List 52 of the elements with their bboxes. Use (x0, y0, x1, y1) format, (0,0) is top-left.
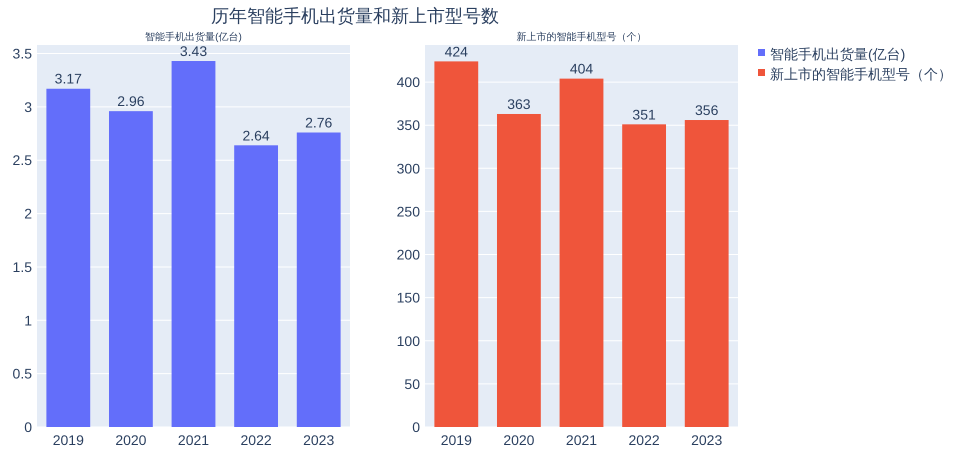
data-label: 3.17 (54, 70, 82, 87)
y-tick-label: 1 (24, 312, 32, 328)
y-tick-label: 2.5 (12, 152, 32, 168)
y-tick-label: 100 (396, 332, 420, 349)
data-label: 3.43 (180, 43, 208, 60)
bar (234, 145, 278, 427)
data-label: 424 (444, 43, 468, 60)
data-label: 356 (695, 102, 719, 118)
x-tick-label: 2023 (691, 432, 722, 448)
chart-title: 历年智能手机出货量和新上市型号数 (211, 6, 499, 26)
bar (496, 114, 541, 427)
y-tick-label: 250 (396, 203, 420, 220)
x-tick-label: 2021 (566, 432, 598, 448)
y-tick-label: 0 (24, 419, 32, 435)
y-tick-label: 400 (396, 74, 420, 90)
x-tick-label: 2023 (303, 432, 334, 448)
y-tick-label: 200 (396, 246, 420, 263)
bar (622, 124, 666, 427)
data-label: 2.64 (242, 127, 270, 144)
bar (560, 78, 604, 427)
y-tick-label: 2 (24, 206, 32, 222)
chart-subtitle: 新上市的智能手机型号（个） (516, 31, 646, 43)
y-tick-label: 300 (396, 160, 420, 176)
x-tick-label: 2022 (628, 432, 660, 448)
bar (46, 88, 90, 427)
y-tick-label: 350 (396, 117, 420, 134)
data-label: 2.96 (117, 93, 145, 110)
bar (108, 111, 153, 427)
x-tick-label: 2021 (178, 432, 210, 448)
bar (434, 61, 478, 427)
y-tick-label: 50 (404, 376, 420, 392)
data-label: 351 (632, 106, 656, 122)
chart-subtitle: 智能手机出货量(亿台) (145, 31, 242, 43)
y-tick-label: 3 (24, 98, 32, 115)
y-tick-label: 1.5 (12, 258, 32, 275)
legend-label: 智能手机出货量(亿台) (770, 46, 906, 62)
x-tick-label: 2020 (115, 432, 147, 448)
bar (296, 132, 341, 427)
data-label: 2.76 (305, 114, 333, 130)
y-tick-label: 0.5 (12, 366, 32, 382)
x-tick-label: 2019 (52, 432, 84, 448)
legend-label: 新上市的智能手机型号（个） (770, 66, 952, 82)
data-label: 404 (570, 60, 594, 77)
y-tick-label: 0 (412, 419, 420, 435)
y-tick-label: 3.5 (12, 46, 32, 62)
x-tick-label: 2019 (440, 432, 472, 448)
data-label: 363 (507, 96, 531, 112)
y-tick-label: 150 (396, 290, 420, 306)
bar (172, 61, 216, 427)
x-tick-label: 2020 (503, 432, 535, 448)
x-tick-label: 2022 (240, 432, 272, 448)
bar (684, 120, 729, 427)
